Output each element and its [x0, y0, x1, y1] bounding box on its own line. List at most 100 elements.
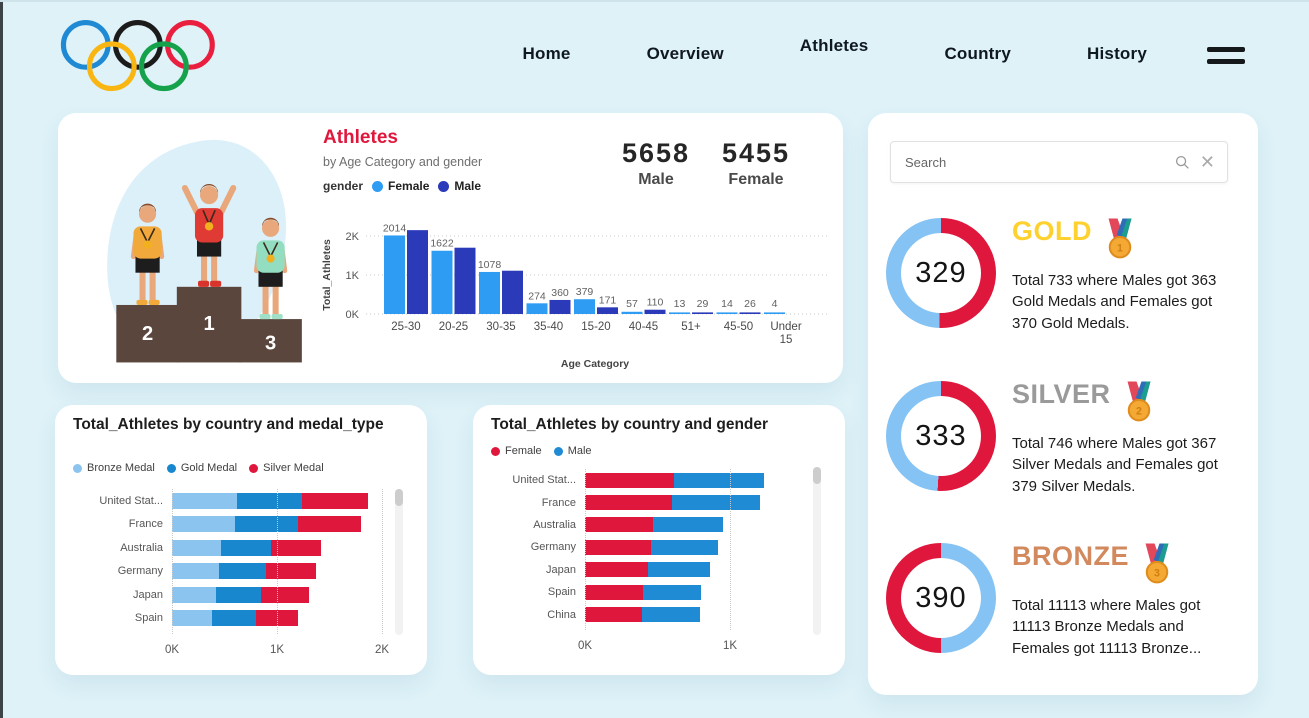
- legend-item-female[interactable]: Female: [491, 445, 542, 457]
- bar-female-51+[interactable]: [669, 312, 690, 314]
- bar-segment-male[interactable]: [643, 584, 702, 600]
- bar-segment-gold-medal[interactable]: [221, 539, 272, 556]
- bar-segment-male[interactable]: [650, 539, 718, 555]
- x-tick-label: Under: [770, 321, 801, 333]
- bar-female-25-30[interactable]: [384, 235, 405, 314]
- nav-item-history[interactable]: History: [1087, 44, 1147, 63]
- bar-segment-gold-medal[interactable]: [212, 610, 256, 627]
- silver-donut-chart[interactable]: 333: [886, 381, 996, 491]
- legend-label: Gold Medal: [180, 462, 238, 474]
- gold-color-dot: [166, 463, 176, 473]
- bar-male-40-45[interactable]: [644, 309, 666, 314]
- age-category-bar-chart[interactable]: 0K 1K 2K Total_Athletes 2014 25-30 1622 20-25 10…: [320, 217, 840, 377]
- legend-title: gender: [323, 179, 364, 193]
- bar-segment-female[interactable]: [585, 607, 642, 623]
- bar-value-label: 2014: [383, 222, 407, 234]
- bar-segment-bronze-medal[interactable]: [172, 586, 216, 603]
- medal-type-legend: Bronze Medal Gold Medal Silver Medal: [73, 462, 324, 474]
- bar-male-35-40[interactable]: [549, 299, 571, 314]
- nav-item-country[interactable]: Country: [944, 44, 1012, 63]
- x-tick-label: 35-40: [534, 321, 563, 333]
- bar-segment-gold-medal[interactable]: [215, 586, 262, 603]
- legend-item-bronze[interactable]: Bronze Medal: [73, 462, 155, 474]
- bar-segment-female[interactable]: [585, 495, 672, 511]
- bar-segment-female[interactable]: [585, 562, 648, 578]
- legend-item-male[interactable]: Male: [438, 179, 481, 193]
- bar-segment-silver-medal[interactable]: [266, 563, 316, 580]
- gold-donut-chart[interactable]: 329: [886, 218, 996, 328]
- bar-female-20-25[interactable]: [431, 250, 453, 314]
- bar-segment-male[interactable]: [647, 562, 711, 578]
- legend-item-gold[interactable]: Gold Medal: [166, 462, 238, 474]
- x-tick-label: 15: [780, 334, 793, 346]
- bar-segment-bronze-medal[interactable]: [172, 492, 238, 509]
- y-tick-label: 1K: [346, 270, 360, 282]
- menu-icon[interactable]: [1207, 47, 1245, 71]
- search-input[interactable]: [891, 154, 1175, 170]
- bar-segment-gold-medal[interactable]: [237, 492, 303, 509]
- bar-male-20-25[interactable]: [454, 247, 476, 314]
- bar-value-label: 171: [599, 294, 617, 306]
- bar-segment-female[interactable]: [585, 584, 643, 600]
- bar-segment-male[interactable]: [671, 495, 760, 511]
- nav-item-home[interactable]: Home: [522, 44, 571, 63]
- silver-medal-icon: 2: [1127, 381, 1150, 422]
- bar-segment-gold-medal[interactable]: [219, 563, 267, 580]
- legend-label: Female: [388, 179, 430, 193]
- bar-segment-bronze-medal[interactable]: [172, 539, 222, 556]
- country-gender-plot[interactable]: 0K 1K United Stat... France Australia Germany…: [491, 469, 827, 652]
- bar-female-45-50[interactable]: [716, 312, 738, 314]
- bar-segment-female[interactable]: [585, 472, 675, 488]
- bar-male-30-35[interactable]: [502, 270, 523, 314]
- bar-male-15-20[interactable]: [597, 307, 618, 314]
- chart-row-France: France: [73, 513, 409, 537]
- bar-segment-gold-medal[interactable]: [234, 516, 298, 533]
- bar-segment-female[interactable]: [585, 517, 654, 533]
- bar-segment-silver-medal[interactable]: [297, 516, 362, 533]
- athlete-second-place: [130, 203, 165, 305]
- bar-female-40-45[interactable]: [621, 311, 643, 314]
- bar-female-30-35[interactable]: [479, 271, 500, 314]
- country-medal-type-plot[interactable]: 0K 1K 2K United Stat... France Australia Germa…: [73, 489, 409, 656]
- chart-scrollbar[interactable]: [813, 467, 821, 635]
- bar-segment-bronze-medal[interactable]: [172, 516, 235, 533]
- bar-segment-male[interactable]: [653, 517, 724, 533]
- chart-scrollbar[interactable]: [395, 489, 403, 635]
- legend-item-female[interactable]: Female: [372, 179, 429, 193]
- bar-segment-male[interactable]: [674, 472, 765, 488]
- main-navigation: Home Overview Athletes Country History: [522, 36, 1245, 71]
- svg-text:2: 2: [1136, 405, 1142, 417]
- bar-female-35-40[interactable]: [526, 303, 548, 314]
- bar-segment-silver-medal[interactable]: [261, 586, 309, 603]
- bar-segment-silver-medal[interactable]: [271, 539, 322, 556]
- legend-item-silver[interactable]: Silver Medal: [249, 462, 324, 474]
- bar-segment-female[interactable]: [585, 539, 651, 555]
- chart-row-Australia: Australia: [491, 514, 827, 536]
- scrollbar-thumb[interactable]: [813, 467, 821, 484]
- bar-value-label: 360: [551, 287, 569, 299]
- bar-male-51+[interactable]: [692, 312, 713, 314]
- x-tick-label: 15-20: [581, 321, 610, 333]
- chart-row-Japan: Japan: [73, 583, 409, 607]
- bar-segment-male[interactable]: [641, 607, 700, 623]
- bar-segment-bronze-medal[interactable]: [172, 610, 213, 627]
- male-color-dot: [553, 446, 563, 456]
- bronze-donut-chart[interactable]: 390: [886, 543, 996, 653]
- nav-item-overview[interactable]: Overview: [646, 44, 724, 63]
- y-tick-label: 0K: [346, 309, 360, 321]
- bar-male-45-50[interactable]: [739, 312, 761, 314]
- legend-item-male[interactable]: Male: [553, 445, 592, 457]
- bar-segment-bronze-medal[interactable]: [172, 563, 220, 580]
- scrollbar-thumb[interactable]: [395, 489, 403, 506]
- bar-segment-silver-medal[interactable]: [302, 492, 369, 509]
- bar-female-15-20[interactable]: [574, 299, 595, 314]
- bar-female-Under 15[interactable]: [764, 312, 785, 314]
- clear-search-icon[interactable]: ✕: [1199, 152, 1215, 172]
- category-label: Japan: [133, 588, 163, 601]
- bar-segment-silver-medal[interactable]: [255, 610, 298, 627]
- bar-male-25-30[interactable]: [407, 230, 428, 314]
- window-edge: [0, 0, 3, 718]
- podium-illustration: 2 1 3: [107, 139, 302, 363]
- olympic-rings-logo: [60, 19, 215, 92]
- nav-item-athletes[interactable]: Athletes: [799, 36, 869, 55]
